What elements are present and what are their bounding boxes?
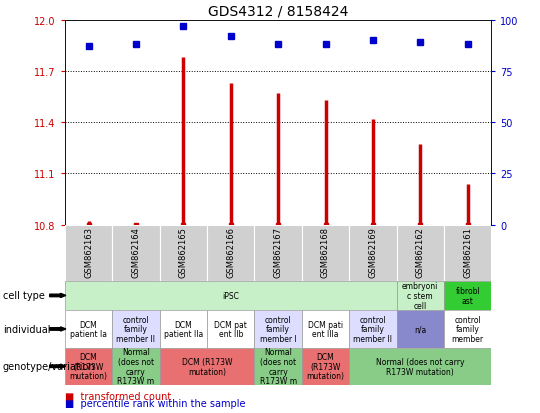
- Text: ■  percentile rank within the sample: ■ percentile rank within the sample: [65, 399, 245, 408]
- Bar: [254, 348, 302, 385]
- Bar: [65, 348, 112, 385]
- Bar: [254, 225, 302, 281]
- Bar: [349, 225, 396, 281]
- Text: control
family
member II: control family member II: [117, 315, 156, 343]
- Text: DCM
patient IIa: DCM patient IIa: [164, 320, 203, 339]
- Bar: [65, 225, 112, 281]
- Bar: [112, 225, 160, 281]
- Text: GSM862167: GSM862167: [274, 227, 282, 278]
- Text: DCM pat
ent IIb: DCM pat ent IIb: [214, 320, 247, 339]
- Bar: [396, 225, 444, 281]
- Bar: [396, 311, 444, 348]
- Bar: [112, 311, 160, 348]
- Text: DCM (R173W
mutation): DCM (R173W mutation): [182, 357, 232, 376]
- Bar: [302, 348, 349, 385]
- Text: embryoni
c stem
cell: embryoni c stem cell: [402, 282, 438, 310]
- Title: GDS4312 / 8158424: GDS4312 / 8158424: [208, 4, 348, 18]
- Bar: [112, 348, 160, 385]
- Bar: [65, 281, 396, 311]
- Bar: [65, 311, 112, 348]
- Text: DCM
(R173W
mutation): DCM (R173W mutation): [307, 352, 345, 380]
- Text: DCM pati
ent IIIa: DCM pati ent IIIa: [308, 320, 343, 339]
- Bar: [444, 281, 491, 311]
- Bar: [444, 225, 491, 281]
- Text: GSM862169: GSM862169: [368, 227, 377, 278]
- Bar: [160, 311, 207, 348]
- Text: GSM862168: GSM862168: [321, 227, 330, 278]
- Bar: [160, 225, 207, 281]
- Text: Normal (does not carry
R173W mutation): Normal (does not carry R173W mutation): [376, 357, 464, 376]
- Text: n/a: n/a: [414, 325, 427, 334]
- Text: control
family
member II: control family member II: [353, 315, 393, 343]
- Text: control
family
member: control family member: [451, 315, 484, 343]
- Text: control
family
member I: control family member I: [260, 315, 296, 343]
- Bar: [254, 311, 302, 348]
- Bar: [396, 281, 444, 311]
- Text: GSM862162: GSM862162: [416, 227, 425, 278]
- Text: fibrobl
ast: fibrobl ast: [455, 286, 480, 305]
- Text: GSM862166: GSM862166: [226, 227, 235, 278]
- Text: individual: individual: [3, 324, 50, 334]
- Text: Normal
(does not
carry
R173W m: Normal (does not carry R173W m: [117, 347, 154, 385]
- Text: DCM
patient Ia: DCM patient Ia: [70, 320, 107, 339]
- Text: cell type: cell type: [3, 291, 45, 301]
- Text: GSM862164: GSM862164: [131, 227, 140, 278]
- Text: GSM862161: GSM862161: [463, 227, 472, 278]
- Bar: [160, 348, 254, 385]
- Text: GSM862165: GSM862165: [179, 227, 188, 278]
- Text: Normal
(does not
carry
R173W m: Normal (does not carry R173W m: [260, 347, 296, 385]
- Text: GSM862163: GSM862163: [84, 227, 93, 278]
- Bar: [349, 311, 396, 348]
- Bar: [207, 311, 254, 348]
- Bar: [302, 311, 349, 348]
- Bar: [444, 311, 491, 348]
- Text: iPSC: iPSC: [222, 291, 239, 300]
- Text: ■  transformed count: ■ transformed count: [65, 391, 171, 401]
- Bar: [349, 348, 491, 385]
- Bar: [207, 225, 254, 281]
- Text: DCM
(R173W
mutation): DCM (R173W mutation): [70, 352, 107, 380]
- Text: genotype/variation: genotype/variation: [3, 361, 96, 371]
- Bar: [302, 225, 349, 281]
